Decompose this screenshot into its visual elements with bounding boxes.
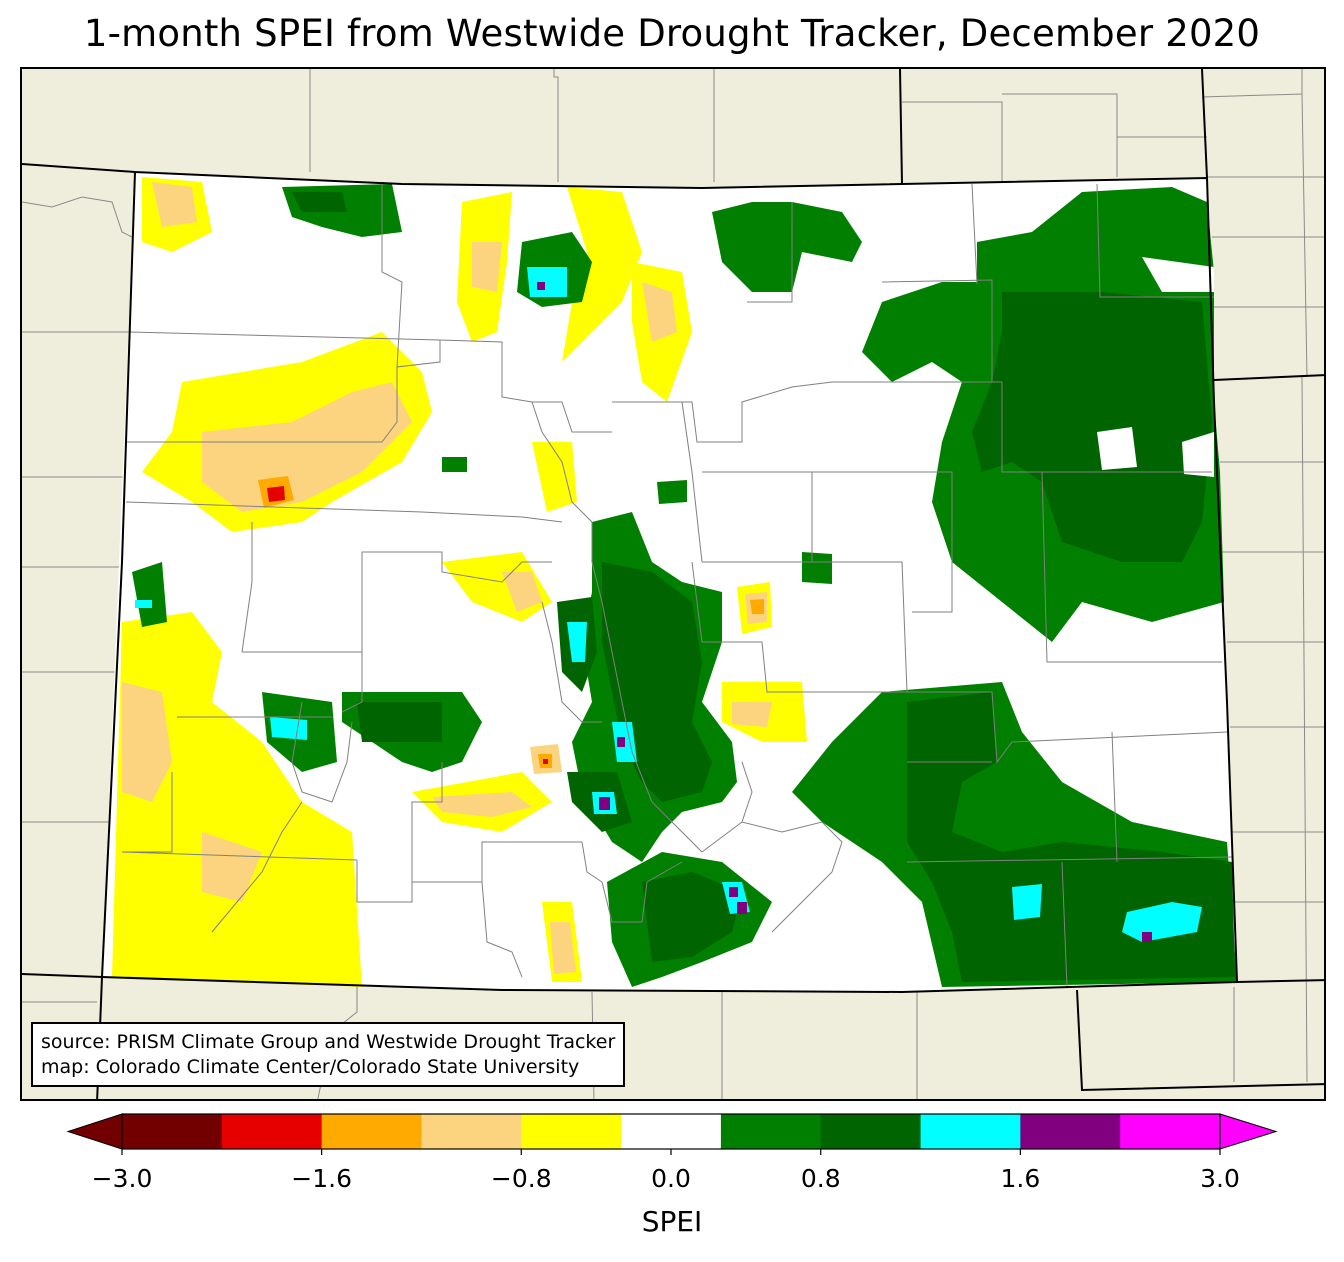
county-lines xyxy=(121,183,1233,988)
colorbar-bin xyxy=(920,1114,1021,1149)
colorbar-tick-label: −3.0 xyxy=(91,1164,153,1193)
colorbar-under-arrow xyxy=(66,1113,123,1150)
colorbar-tick-label: −1.6 xyxy=(291,1164,352,1193)
colorbar-bin xyxy=(820,1114,922,1149)
colorbar-label: SPEI xyxy=(641,1205,703,1238)
colorbar-tick-label: 0.8 xyxy=(800,1164,841,1193)
colorbar-tick-label: 1.6 xyxy=(1000,1164,1041,1193)
source-line: source: PRISM Climate Group and Westwide… xyxy=(41,1031,616,1053)
colorbar-bins xyxy=(122,1114,1221,1149)
colorbar-bin xyxy=(321,1114,422,1149)
colorbar-over-arrow xyxy=(1219,1113,1278,1150)
colorbar-bin xyxy=(122,1114,223,1149)
colorbar xyxy=(66,1113,1278,1155)
source-attribution-box: source: PRISM Climate Group and Westwide… xyxy=(31,1022,626,1087)
colorbar-bin xyxy=(621,1114,722,1149)
colorbar-tick-label: 0.0 xyxy=(651,1164,691,1193)
colorbar-bin xyxy=(1020,1114,1121,1149)
colorbar-bin xyxy=(521,1114,622,1149)
colorbar-bin xyxy=(720,1114,822,1149)
map-title: 1-month SPEI from Westwide Drought Track… xyxy=(83,12,1261,55)
map-panel xyxy=(20,67,1326,1101)
colorbar-tick-label: −0.8 xyxy=(490,1164,552,1193)
spei-dry-areas xyxy=(112,177,807,987)
colorbar-bin xyxy=(1120,1114,1221,1149)
spei-map xyxy=(22,69,1324,1099)
colorbar-bin xyxy=(221,1114,323,1149)
colorbar-tick-label: 3.0 xyxy=(1200,1164,1240,1193)
map-credit-line: map: Colorado Climate Center/Colorado St… xyxy=(41,1056,580,1078)
colorbar-bin xyxy=(421,1114,522,1149)
